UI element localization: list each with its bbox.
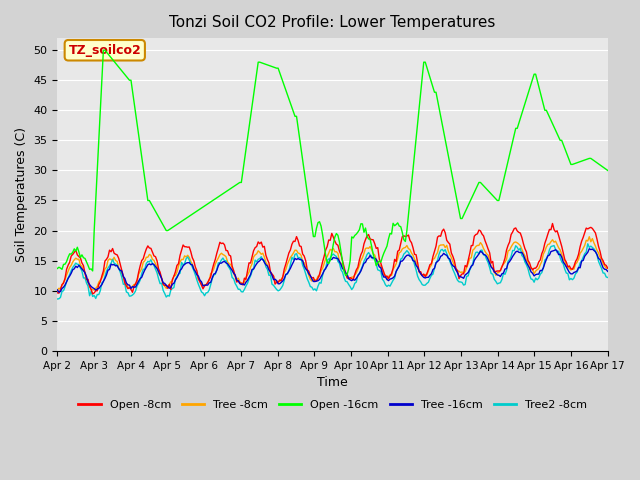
Text: TZ_soilco2: TZ_soilco2 [68, 44, 141, 57]
Legend: Open -8cm, Tree -8cm, Open -16cm, Tree -16cm, Tree2 -8cm: Open -8cm, Tree -8cm, Open -16cm, Tree -… [74, 395, 591, 414]
Title: Tonzi Soil CO2 Profile: Lower Temperatures: Tonzi Soil CO2 Profile: Lower Temperatur… [170, 15, 496, 30]
Y-axis label: Soil Temperatures (C): Soil Temperatures (C) [15, 127, 28, 262]
X-axis label: Time: Time [317, 376, 348, 389]
